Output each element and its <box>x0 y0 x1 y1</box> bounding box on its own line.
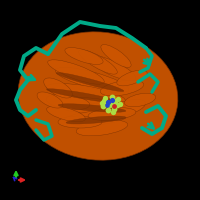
Point <box>106 108 109 112</box>
Point <box>102 105 105 108</box>
Ellipse shape <box>64 110 128 126</box>
Point <box>117 97 120 100</box>
Ellipse shape <box>46 94 90 110</box>
Point <box>113 104 116 107</box>
Ellipse shape <box>100 80 144 96</box>
Point <box>114 99 117 102</box>
Ellipse shape <box>79 50 117 74</box>
Ellipse shape <box>66 116 126 124</box>
Ellipse shape <box>47 83 125 105</box>
Ellipse shape <box>56 72 124 92</box>
Ellipse shape <box>88 55 136 81</box>
Ellipse shape <box>88 108 136 120</box>
Ellipse shape <box>101 45 131 67</box>
Ellipse shape <box>47 89 121 103</box>
Point <box>112 107 116 110</box>
Ellipse shape <box>54 97 126 115</box>
Point <box>110 95 114 98</box>
Ellipse shape <box>107 99 145 117</box>
Point <box>104 96 107 99</box>
Ellipse shape <box>18 32 178 160</box>
Ellipse shape <box>124 93 156 107</box>
Point <box>118 102 122 106</box>
Point <box>116 104 119 107</box>
Point <box>100 102 103 105</box>
Ellipse shape <box>65 48 103 64</box>
Ellipse shape <box>55 67 129 93</box>
Ellipse shape <box>37 92 63 108</box>
Ellipse shape <box>47 106 85 122</box>
Ellipse shape <box>58 116 102 128</box>
Ellipse shape <box>76 120 128 136</box>
Point <box>111 99 114 102</box>
Ellipse shape <box>48 60 104 84</box>
Point <box>107 100 110 103</box>
Point <box>111 110 114 114</box>
Point <box>108 103 111 106</box>
Ellipse shape <box>117 70 147 86</box>
Point <box>105 104 108 107</box>
Ellipse shape <box>44 78 72 98</box>
Point <box>103 99 106 102</box>
Ellipse shape <box>58 104 126 112</box>
